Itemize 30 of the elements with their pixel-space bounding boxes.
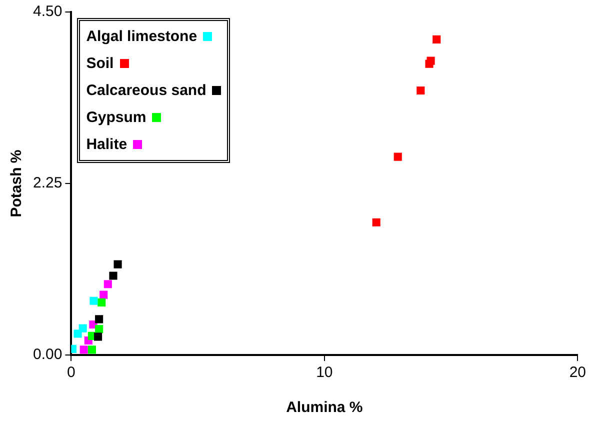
legend-label: Gypsum [86,109,146,126]
x-tick-label: 20 [569,364,586,382]
legend-label: Calcareous sand [86,82,206,99]
point [416,86,425,95]
y-tick-label: 2.25 [32,174,62,192]
legend-label: Halite [86,136,128,153]
point [95,315,104,324]
legend-label: Algal limestone [86,28,198,45]
point [372,218,380,226]
y-axis-title: Potash % [8,150,26,218]
point [88,346,96,354]
point [104,280,112,288]
x-axis-title: Alumina % [286,399,363,416]
point [98,298,106,306]
y-tick-label: 4.50 [32,3,62,20]
x-tick-label: 0 [67,364,76,382]
point [100,290,108,299]
point [90,296,98,305]
point [109,272,118,280]
point [78,324,87,332]
point [95,325,104,334]
x-tick-label: 10 [316,364,333,382]
point [80,346,88,354]
point [432,35,441,44]
point [114,260,122,268]
point [394,152,402,161]
point [94,332,102,341]
y-tick-label: 0.00 [32,346,62,364]
point [426,56,435,65]
legend-label: Soil [86,55,114,72]
